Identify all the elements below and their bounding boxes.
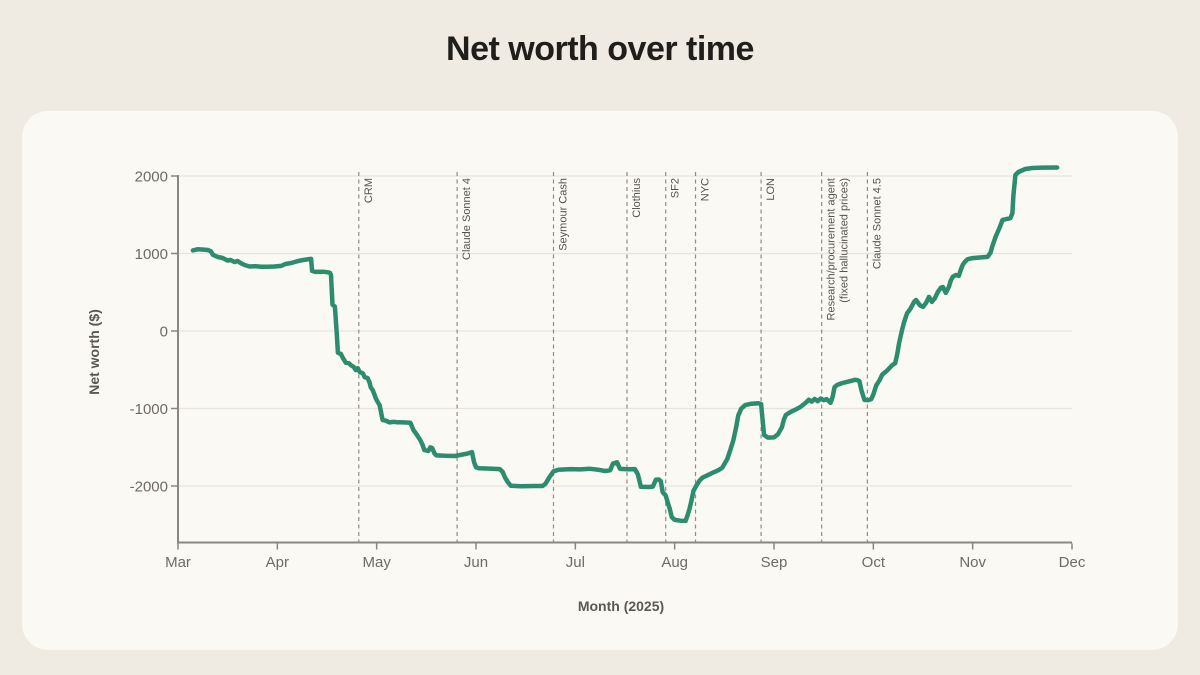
event-label: NYC (700, 178, 712, 201)
x-tick-label: Jul (566, 554, 585, 571)
x-tick-label: Jun (464, 554, 488, 571)
x-tick-label: Oct (862, 554, 886, 571)
chart-card (22, 111, 1178, 650)
x-tick-label: May (362, 554, 391, 571)
event-label: Clothius (631, 178, 643, 218)
event-label: CRM (363, 178, 375, 203)
y-tick-label: -2000 (130, 479, 168, 496)
y-tick-label: 0 (160, 324, 168, 341)
event-label-line2: (fixed hallucinated prices) (839, 178, 851, 303)
x-tick-label: Sep (761, 554, 788, 571)
y-tick-label: 2000 (135, 169, 168, 186)
net-worth-line (190, 165, 1060, 524)
y-axis-title: Net worth ($) (86, 309, 102, 395)
event-label: SF2 (670, 178, 682, 198)
event-label: LON (765, 178, 777, 201)
page-title: Net worth over time (446, 30, 754, 68)
y-tick-label: 1000 (135, 246, 168, 263)
x-tick-label: Mar (165, 554, 191, 571)
event-label: Seymour Cash (557, 178, 569, 251)
x-tick-label: Nov (959, 554, 986, 571)
x-tick-label: Apr (266, 554, 289, 571)
x-axis-title: Month (2025) (577, 598, 665, 614)
event-label: Claude Sonnet 4.5 (871, 178, 883, 269)
event-label: Research/procurement agent (826, 178, 838, 320)
y-tick-label: -1000 (130, 401, 168, 418)
event-label: Claude Sonnet 4 (461, 178, 473, 260)
x-tick-label: Dec (1059, 554, 1086, 571)
x-tick-label: Aug (661, 554, 688, 571)
